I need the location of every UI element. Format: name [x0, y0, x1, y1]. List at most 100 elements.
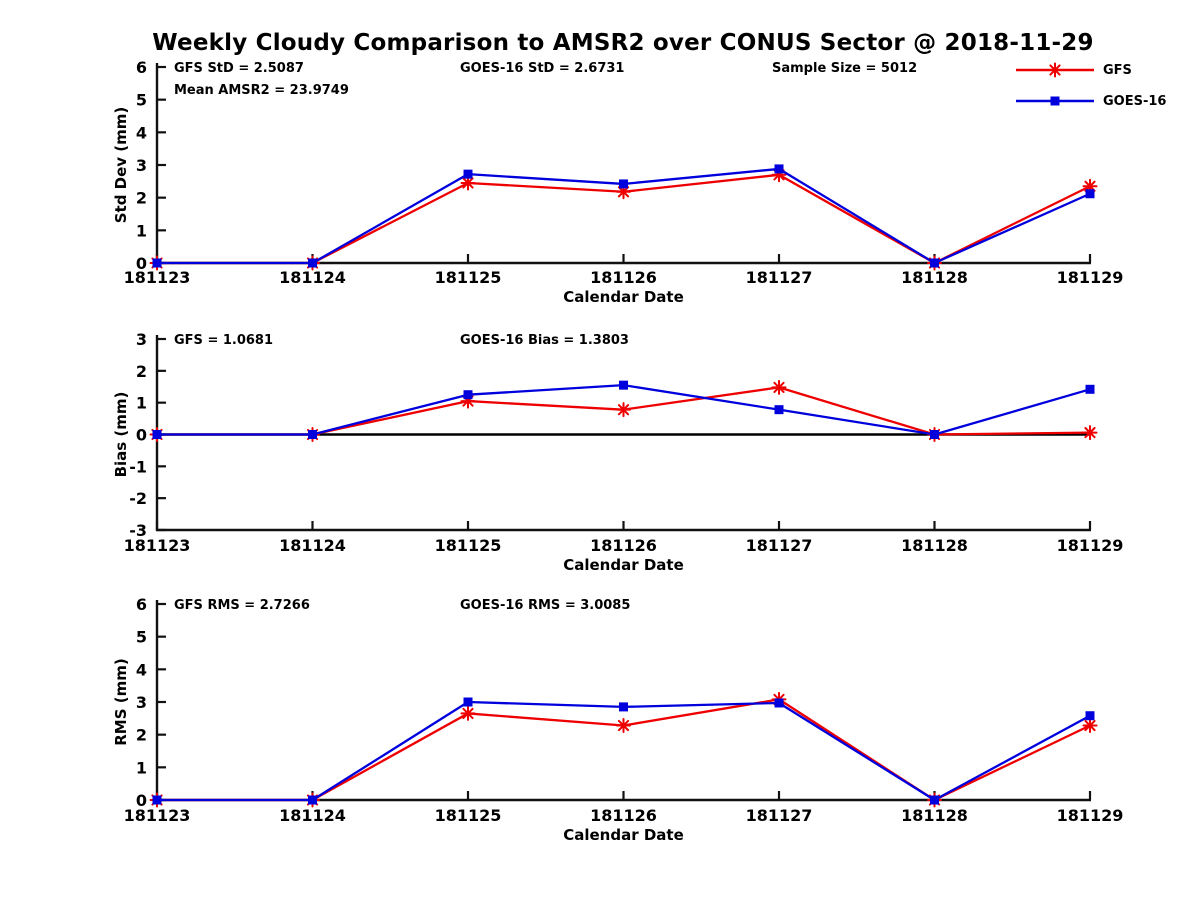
y-tick-label: 5	[136, 628, 147, 647]
y-tick-label: 0	[136, 254, 147, 273]
x-tick-label: 181129	[1057, 806, 1124, 825]
y-tick-label: 4	[136, 123, 147, 142]
marker-goes-16	[1085, 189, 1095, 199]
y-tick-label: 2	[136, 189, 147, 208]
legend-marker-goes-16	[1050, 96, 1060, 106]
marker-goes-16	[930, 795, 939, 805]
marker-goes-16	[463, 697, 473, 707]
y-tick-label: 3	[136, 330, 147, 349]
chart-bias: -3 -2 -1 0 1 2 3 181123 181124 181125 181126 181127…	[112, 330, 1124, 574]
y-tick-label: 2	[136, 726, 147, 745]
legend-item-goes16: GOES-16	[1014, 93, 1166, 109]
legend: GFS GOES-16	[1014, 62, 1166, 124]
marker-goes-16	[152, 795, 162, 805]
y-axis-title: Std Dev (mm)	[112, 107, 130, 224]
x-tick-label: 181127	[746, 536, 813, 555]
x-tick-label: 181125	[435, 268, 502, 287]
y-tick-label: 1	[136, 758, 147, 777]
y-tick-label: -3	[129, 521, 147, 540]
gfs-line-marker-swatch	[1016, 62, 1094, 78]
x-tick-label: 181125	[435, 806, 502, 825]
marker-goes-16	[619, 702, 628, 712]
marker-goes-16	[774, 164, 784, 174]
x-tick-label: 181128	[901, 536, 968, 555]
x-tick-label: 181123	[124, 536, 191, 555]
y-tick-label: 6	[136, 595, 147, 614]
x-tick-label: 181123	[124, 268, 191, 287]
stat-annotation: GFS RMS = 2.7266	[174, 598, 310, 613]
x-tick-label: 181124	[279, 268, 346, 287]
x-tick-label: 181129	[1057, 536, 1124, 555]
marker-goes-16	[930, 430, 939, 439]
stat-annotation: GOES-16 StD = 2.6731	[460, 61, 624, 76]
stat-annotation: GFS StD = 2.5087	[174, 61, 304, 76]
stat-annotation: GFS = 1.0681	[174, 333, 273, 348]
marker-goes-16	[463, 390, 473, 400]
x-tick-label: 181123	[124, 806, 191, 825]
x-tick-label: 181126	[590, 268, 657, 287]
marker-goes-16	[1085, 711, 1095, 721]
marker-gfs	[1082, 718, 1098, 734]
marker-goes-16	[774, 698, 784, 708]
y-tick-label: -1	[129, 457, 147, 476]
x-tick-label: 181126	[590, 806, 657, 825]
marker-goes-16	[152, 430, 162, 439]
marker-goes-16	[1085, 384, 1095, 394]
stat-annotation: Sample Size = 5012	[772, 61, 917, 76]
y-tick-label: 5	[136, 91, 147, 110]
marker-gfs	[1082, 425, 1098, 441]
legend-label-gfs: GFS	[1103, 62, 1132, 78]
stat-annotation: GOES-16 RMS = 3.0085	[460, 598, 630, 613]
figure-title: Weekly Cloudy Comparison to AMSR2 over C…	[152, 30, 1094, 56]
stat-annotation: Mean AMSR2 = 23.9749	[174, 83, 349, 98]
marker-gfs	[771, 379, 787, 395]
x-axis-title: Calendar Date	[563, 288, 684, 306]
marker-goes-16	[308, 430, 317, 439]
y-tick-label: 0	[136, 791, 147, 810]
legend-marker-gfs	[1047, 62, 1063, 78]
goes16-line-marker-swatch	[1016, 96, 1094, 106]
x-tick-label: 181125	[435, 536, 502, 555]
y-tick-label: 1	[136, 394, 147, 413]
legend-item-gfs: GFS	[1014, 62, 1166, 78]
marker-gfs	[460, 705, 476, 721]
series-line-gfs	[157, 698, 1091, 802]
series-line-goes-16	[157, 700, 1091, 802]
y-axis-title: RMS (mm)	[112, 658, 130, 745]
marker-gfs	[616, 718, 631, 734]
x-tick-label: 181124	[279, 806, 346, 825]
y-tick-label: 4	[136, 660, 147, 679]
chart-rms: 0 1 2 3 4 5 6 181123 181124 181125 181126 181127 181…	[112, 595, 1124, 844]
x-axis-title: Calendar Date	[563, 826, 684, 844]
x-tick-label: 181127	[746, 268, 813, 287]
legend-label-goes16: GOES-16	[1103, 93, 1167, 109]
marker-goes-16	[463, 169, 473, 179]
marker-goes-16	[619, 179, 628, 189]
y-tick-label: -2	[129, 489, 147, 508]
y-tick-label: 1	[136, 221, 147, 240]
marker-goes-16	[152, 258, 162, 268]
x-tick-label: 181128	[901, 268, 968, 287]
x-tick-label: 181124	[279, 536, 346, 555]
x-tick-label: 181129	[1057, 268, 1124, 287]
x-axis-title: Calendar Date	[563, 556, 684, 574]
marker-goes-16	[774, 405, 784, 415]
y-tick-label: 3	[136, 156, 147, 175]
x-tick-label: 181128	[901, 806, 968, 825]
y-tick-label: 6	[136, 58, 147, 77]
stat-annotation: GOES-16 Bias = 1.3803	[460, 333, 629, 348]
y-tick-label: 3	[136, 693, 147, 712]
marker-goes-16	[308, 795, 317, 805]
y-axis-title: Bias (mm)	[112, 392, 130, 478]
y-tick-label: 2	[136, 362, 147, 381]
x-tick-label: 181127	[746, 806, 813, 825]
marker-gfs	[616, 402, 631, 418]
chart-std-dev: 0 1 2 3 4 5 6 181123 181124 181125 181126 181127 181…	[112, 58, 1124, 306]
marker-goes-16	[308, 258, 317, 268]
y-tick-label: 0	[136, 426, 147, 445]
marker-goes-16	[619, 380, 628, 390]
marker-gfs	[460, 175, 476, 191]
x-tick-label: 181126	[590, 536, 657, 555]
marker-goes-16	[930, 258, 939, 268]
